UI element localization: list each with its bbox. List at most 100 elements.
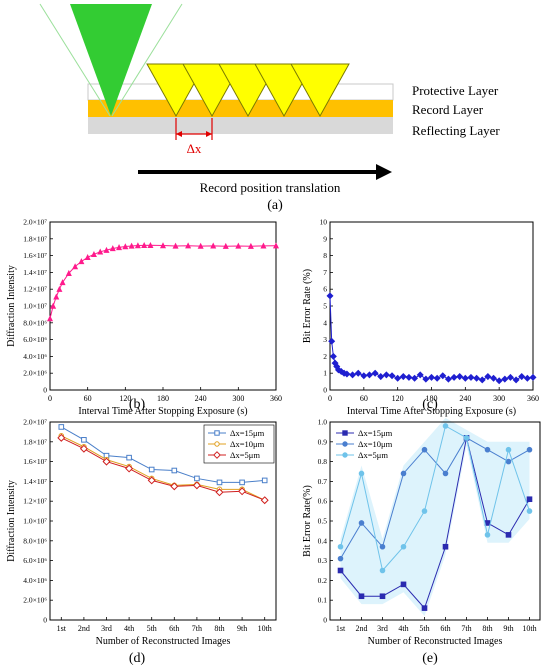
x-tick-label: 7th <box>461 624 471 633</box>
legend-label: Δx=5μm <box>230 450 260 460</box>
y-tick-label: 0 <box>43 386 47 395</box>
data-point <box>213 451 221 459</box>
data-point <box>79 444 88 453</box>
x-axis-label: Number of Reconstructed Images <box>368 636 503 647</box>
data-point <box>439 372 447 380</box>
panel-label-a: (a) <box>267 198 283 213</box>
x-tick-label: 9th <box>503 624 513 633</box>
data-point <box>354 369 362 377</box>
data-point <box>172 242 179 249</box>
data-point <box>72 263 79 270</box>
data-point <box>461 374 469 382</box>
data-point <box>365 371 373 379</box>
x-tick-label: 120 <box>392 394 404 403</box>
data-point <box>421 446 428 453</box>
data-point <box>342 452 348 458</box>
x-axis-label: Interval Time After Stopping Exposure (s… <box>78 406 247 417</box>
data-point <box>478 376 486 384</box>
data-point <box>148 466 155 473</box>
data-point <box>358 470 365 477</box>
data-point <box>59 279 66 286</box>
delta-x-label: Δx <box>187 141 202 156</box>
legend-label: Δx=15μm <box>358 428 393 438</box>
data-point <box>349 371 357 379</box>
y-tick-label: 0.9 <box>318 437 328 446</box>
y-tick-label: 0.1 <box>318 596 328 605</box>
data-point <box>57 433 66 442</box>
y-tick-label: 0 <box>43 616 47 625</box>
data-point <box>450 373 458 381</box>
x-tick-label: 6th <box>440 624 450 633</box>
series-line <box>49 244 277 319</box>
data-point <box>122 243 129 250</box>
y-tick-label: 0.6 <box>318 497 328 506</box>
series-line <box>340 437 530 610</box>
series-line <box>340 425 530 572</box>
recorded-spot <box>290 63 350 118</box>
data-point <box>134 242 141 249</box>
data-point <box>484 532 491 538</box>
x-tick-label: 5th <box>419 624 429 633</box>
data-point <box>379 593 386 600</box>
data-point <box>523 374 531 382</box>
data-point <box>442 423 449 429</box>
series-line <box>340 437 530 559</box>
data-point <box>326 292 334 300</box>
data-point <box>394 374 402 382</box>
data-point <box>337 368 345 376</box>
chart-diffraction-vs-time: 0 2.0×10⁶ 4.0×10⁶ 6.0×10⁶ 8.0×10⁶ 1.0×10⁷ 1.2×… <box>6 218 282 418</box>
chart-diffraction-vs-images: 0 2.0×10⁶ 4.0×10⁶ 6.0×10⁶ 8.0×10⁶ 1.0×10⁷ 1.2×… <box>6 418 277 666</box>
y-tick-label: 8 <box>323 251 327 260</box>
data-point <box>467 373 475 381</box>
data-point <box>214 430 220 436</box>
y-tick-label: 0.8 <box>318 457 328 466</box>
data-point <box>506 373 514 381</box>
x-tick-label: 4th <box>124 624 134 633</box>
y-tick-label: 0.5 <box>318 517 328 526</box>
data-point <box>526 496 533 503</box>
y-tick-label: 10 <box>320 218 328 227</box>
data-point <box>411 374 419 382</box>
data-point <box>58 424 65 430</box>
data-point <box>128 242 135 249</box>
data-point <box>382 371 390 379</box>
data-point <box>216 479 223 486</box>
data-point <box>463 435 470 441</box>
data-point <box>337 567 344 574</box>
data-point <box>442 470 449 477</box>
data-point <box>125 464 134 473</box>
panel-label-d: (d) <box>129 651 146 666</box>
x-tick-label: 240 <box>459 394 471 403</box>
y-tick-label: 4.0×10⁶ <box>23 352 47 361</box>
x-tick-label: 6th <box>169 624 179 633</box>
data-point <box>78 258 85 265</box>
y-tick-label: 0 <box>323 616 327 625</box>
x-tick-label: 4th <box>398 624 408 633</box>
panel-label-b: (b) <box>129 397 146 412</box>
data-point <box>116 244 123 251</box>
x-tick-label: 60 <box>84 394 92 403</box>
data-point <box>147 476 156 485</box>
data-point <box>512 376 520 384</box>
series-line <box>61 437 265 501</box>
y-tick-label: 2.0×10⁶ <box>23 369 47 378</box>
data-point <box>81 437 87 443</box>
y-tick-label: 6 <box>323 285 327 294</box>
data-point <box>484 446 491 453</box>
x-tick-label: 7th <box>192 624 202 633</box>
reflecting-layer-label: Reflecting Layer <box>412 123 500 138</box>
y-axis-label: Bit Error Rate(%) <box>302 485 313 557</box>
y-tick-label: 6.0×10⁶ <box>23 335 47 344</box>
x-axis-label: Interval Time After Stopping Exposure (s… <box>347 406 516 417</box>
legend-label: Δx=5μm <box>358 450 388 460</box>
data-point <box>235 242 242 249</box>
data-point <box>328 337 336 345</box>
data-point <box>171 467 178 474</box>
data-point <box>358 520 365 526</box>
data-point <box>400 581 407 588</box>
data-point <box>272 242 280 249</box>
translation-label: Record position translation <box>200 180 341 195</box>
y-tick-label: 2 <box>323 352 327 361</box>
